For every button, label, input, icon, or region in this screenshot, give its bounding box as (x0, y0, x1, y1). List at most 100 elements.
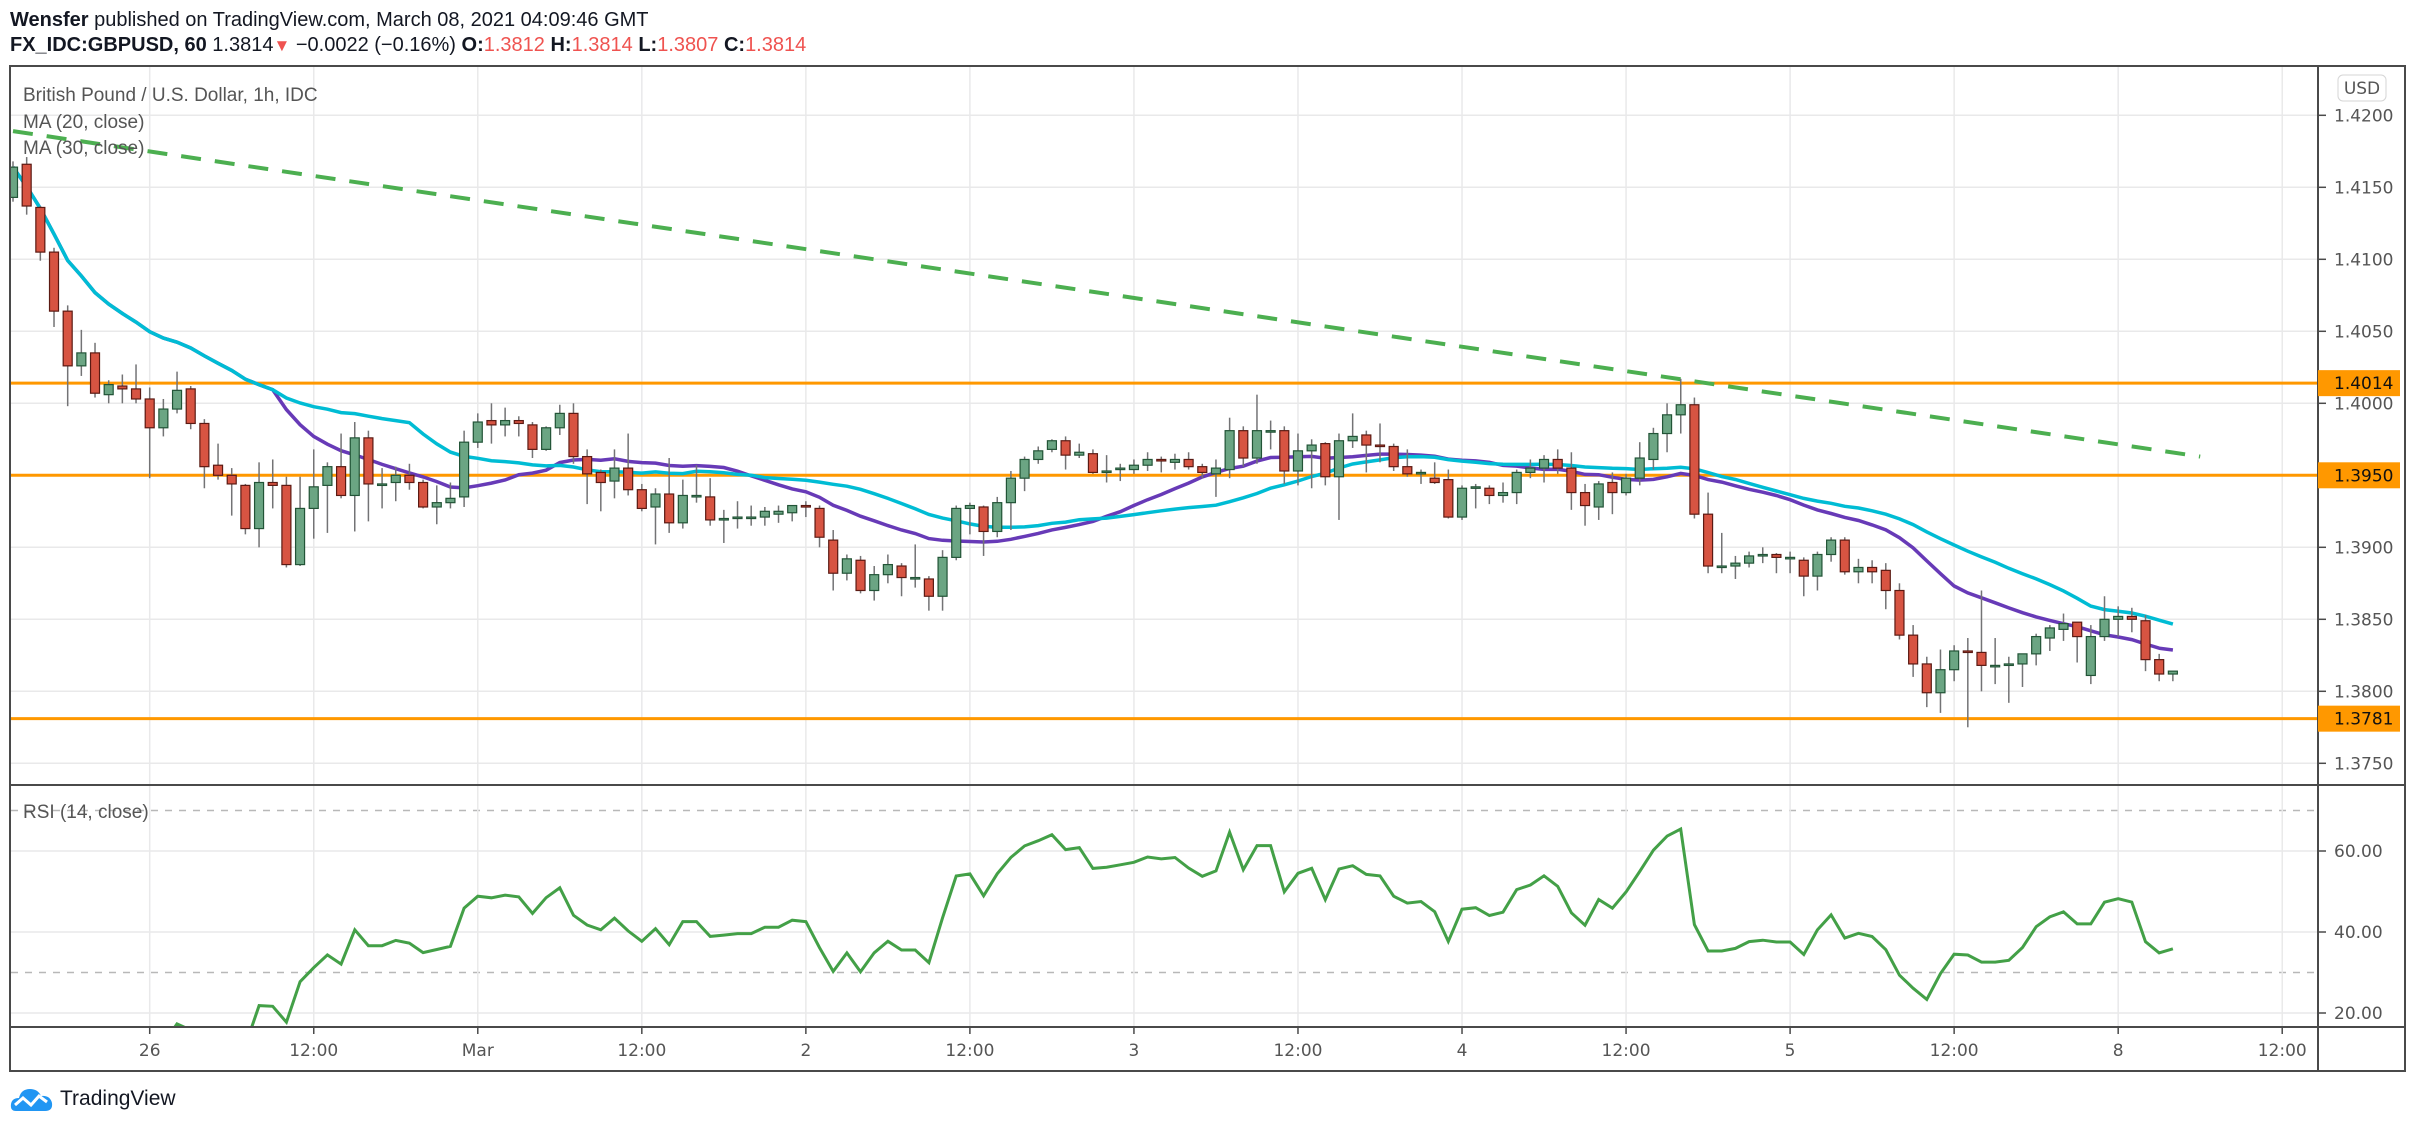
candle[interactable] (923, 576, 934, 611)
candle[interactable] (1087, 449, 1099, 474)
candle[interactable] (431, 485, 442, 525)
candle[interactable] (1853, 558, 1864, 584)
candle[interactable] (869, 566, 880, 601)
candle[interactable] (171, 371, 183, 414)
candle[interactable] (1060, 436, 1071, 470)
candle[interactable] (445, 482, 456, 509)
candle[interactable] (2058, 613, 2069, 641)
candle[interactable] (1921, 656, 1932, 708)
candle[interactable] (992, 496, 1003, 538)
candle[interactable] (1333, 433, 1345, 520)
candle[interactable] (1689, 397, 1700, 519)
candle[interactable] (117, 374, 128, 404)
candle[interactable] (2044, 625, 2055, 651)
candle[interactable] (705, 478, 716, 526)
candle[interactable] (1101, 455, 1112, 483)
candle[interactable] (1415, 469, 1427, 484)
candle[interactable] (1429, 462, 1440, 484)
candle[interactable] (1033, 446, 1044, 464)
candle[interactable] (363, 430, 374, 522)
candle[interactable] (1566, 452, 1577, 510)
candle[interactable] (1784, 551, 1796, 574)
candle[interactable] (1634, 442, 1645, 486)
candle[interactable] (841, 554, 852, 581)
candle[interactable] (335, 433, 347, 499)
candle[interactable] (568, 403, 579, 464)
candle[interactable] (664, 458, 675, 533)
candle[interactable] (650, 488, 661, 545)
candle[interactable] (828, 530, 839, 591)
candle[interactable] (527, 422, 538, 459)
candle[interactable] (130, 364, 142, 404)
candle[interactable] (1812, 551, 1823, 591)
candle[interactable] (418, 479, 429, 509)
candle[interactable] (773, 505, 784, 523)
candle[interactable] (9, 161, 19, 202)
candle[interactable] (21, 157, 32, 215)
candle[interactable] (1607, 472, 1618, 515)
candle[interactable] (2140, 614, 2151, 672)
candle[interactable] (1620, 473, 1632, 496)
dashed-trendline[interactable] (12, 129, 2201, 459)
candle[interactable] (1757, 547, 1768, 564)
candle[interactable] (281, 476, 292, 568)
candle[interactable] (240, 483, 251, 535)
candle[interactable] (1374, 423, 1386, 463)
candle[interactable] (1648, 427, 1659, 470)
candle[interactable] (35, 206, 46, 261)
candle[interactable] (636, 483, 647, 512)
candle[interactable] (1046, 439, 1058, 453)
candle[interactable] (951, 505, 962, 561)
candle[interactable] (964, 502, 976, 535)
candle[interactable] (1279, 426, 1290, 484)
candle[interactable] (376, 468, 388, 509)
candle[interactable] (1962, 638, 1973, 728)
candle[interactable] (855, 555, 866, 594)
candle[interactable] (1976, 590, 1987, 692)
candle[interactable] (1156, 456, 1167, 473)
candle[interactable] (541, 426, 552, 451)
candle[interactable] (1197, 463, 1208, 479)
candle[interactable] (1251, 394, 1263, 464)
candle[interactable] (1115, 463, 1126, 482)
footer-brand[interactable]: TradingView (10, 1085, 176, 1113)
candle[interactable] (937, 550, 948, 611)
candle[interactable] (226, 468, 237, 516)
candle[interactable] (1949, 645, 1960, 682)
candle[interactable] (2085, 625, 2096, 685)
candle[interactable] (1593, 481, 1604, 520)
candle[interactable] (1894, 583, 1905, 640)
candle[interactable] (48, 247, 60, 327)
candle[interactable] (199, 419, 210, 489)
candle[interactable] (322, 462, 333, 533)
candle[interactable] (500, 407, 511, 437)
candle[interactable] (404, 463, 415, 490)
candle[interactable] (1402, 449, 1413, 477)
candle[interactable] (1538, 455, 1550, 483)
candle[interactable] (253, 462, 265, 548)
candle[interactable] (1743, 551, 1755, 568)
candle[interactable] (472, 413, 483, 448)
candle[interactable] (1730, 555, 1741, 579)
candle[interactable] (910, 544, 921, 588)
candle[interactable] (1525, 459, 1536, 479)
candle[interactable] (814, 505, 825, 548)
ma20-legend[interactable]: MA (20, close) (23, 112, 144, 133)
candle[interactable] (1771, 553, 1782, 574)
candle[interactable] (1579, 483, 1591, 526)
candle[interactable] (1702, 492, 1714, 574)
candle[interactable] (76, 329, 87, 376)
candle[interactable] (349, 422, 360, 532)
candle[interactable] (1675, 378, 1686, 434)
candle[interactable] (582, 449, 593, 505)
candle[interactable] (294, 476, 306, 567)
candle[interactable] (212, 443, 224, 480)
rsi-legend[interactable]: RSI (14, close) (23, 802, 149, 823)
candle[interactable] (1867, 560, 1878, 584)
candle[interactable] (554, 404, 565, 435)
candle[interactable] (882, 554, 893, 584)
candle[interactable] (1798, 557, 1809, 597)
candle[interactable] (1210, 459, 1222, 497)
candle[interactable] (89, 342, 101, 398)
